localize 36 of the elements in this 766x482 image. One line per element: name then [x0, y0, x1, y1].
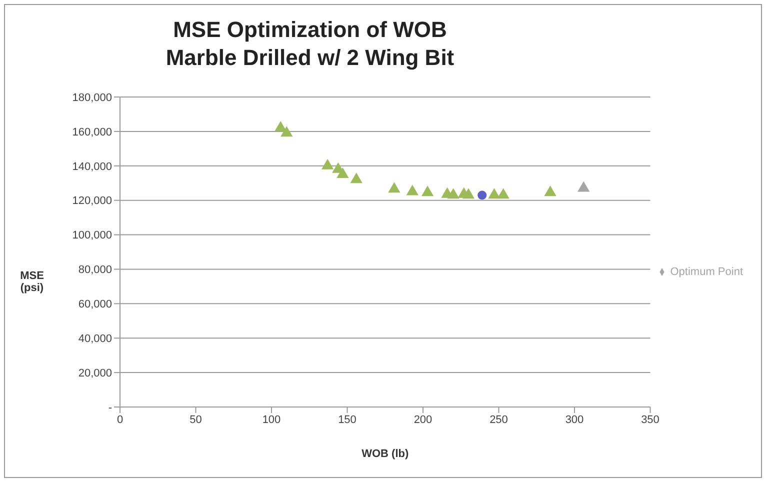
point [274, 120, 287, 132]
point [388, 182, 400, 193]
point [488, 188, 500, 199]
x-tick-label: 300 [565, 414, 584, 426]
y-tick-label: 100,000 [72, 230, 112, 242]
point [406, 184, 418, 196]
y-tick-label: 160,000 [72, 126, 112, 138]
x-tick-label: 200 [414, 414, 432, 426]
y-tick-label: 40,000 [78, 333, 112, 346]
x-tick-label: 250 [490, 414, 508, 426]
y-axis-title: MSE (psi) [19, 270, 45, 294]
point [350, 172, 362, 184]
point [544, 186, 556, 196]
x-tick-label: 350 [641, 414, 660, 426]
x-axis-title: WOB (lb) [362, 448, 409, 460]
point [462, 188, 475, 199]
y-tick-label: 180,000 [72, 92, 112, 104]
point [336, 167, 349, 178]
y-tick-label: 20,000 [78, 367, 112, 380]
point [280, 126, 293, 137]
point [447, 188, 460, 199]
x-tick-label: 0 [116, 414, 124, 426]
x-tick-label: 100 [262, 414, 281, 426]
y-tick-label: 80,000 [78, 264, 112, 276]
x-tick-label: 150 [338, 414, 356, 426]
chart-title: MSE Optimization of WOB Marble Drilled w/ 2 Wing Bit [164, 16, 456, 72]
y-tick-label: 120,000 [72, 195, 112, 208]
y-tick-label: 140,000 [72, 160, 112, 173]
point [497, 188, 510, 199]
y-tick-label: - [108, 402, 112, 414]
point [421, 186, 434, 196]
x-tick-label: 50 [190, 414, 202, 426]
point [321, 158, 334, 170]
legend-label: Optimum Point [670, 266, 743, 278]
point [578, 181, 590, 192]
y-tick-label: 60,000 [78, 298, 112, 311]
